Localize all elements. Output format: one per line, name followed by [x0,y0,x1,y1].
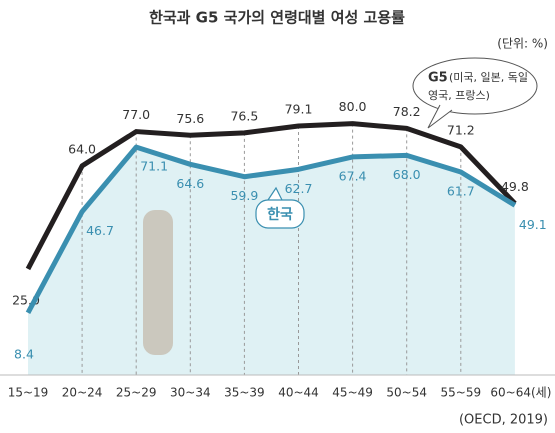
figure-decoration [143,210,173,355]
value-label: 61.7 [447,183,475,198]
value-label: 62.7 [285,181,313,196]
korea-callout-name: 한국 [267,207,293,223]
value-label: 46.7 [86,223,114,238]
g5-callout [413,58,537,114]
value-label: 49.8 [501,179,529,194]
value-label: 78.2 [393,104,421,119]
g5-callout-note: (미국, 일본, 독일 [449,70,528,84]
value-label: 68.0 [393,167,421,182]
x-tick-label: 60~64(세) [490,386,551,400]
value-label: 64.6 [176,176,204,191]
source-label: (OECD, 2019) [459,413,548,428]
value-label: 59.9 [230,188,258,203]
value-label: 76.5 [230,108,258,123]
value-label: 80.0 [339,99,367,114]
value-label: 77.0 [122,107,150,122]
x-tick-label: 50~54 [386,386,427,400]
value-label: 71.1 [140,159,168,174]
x-tick-label: 35~39 [224,386,265,400]
value-label: 64.0 [68,141,96,156]
chart-title: 한국과 G5 국가의 연령대별 여성 고용률 [149,9,405,27]
x-tick-label: 55~59 [441,386,482,400]
value-label: 75.6 [176,111,204,126]
x-tick-label: 40~44 [278,386,319,400]
x-tick-label: 20~24 [62,386,103,400]
area [28,147,515,375]
x-tick-label: 15~19 [8,386,49,400]
value-label: 8.4 [14,346,34,361]
g5-callout-note: 영국, 프랑스) [428,89,490,102]
value-label: 71.2 [447,122,475,137]
value-label: 79.1 [285,102,313,117]
chart: 한국과 G5 국가의 연령대별 여성 고용률 (단위: %) (OECD, 20… [0,0,555,433]
unit-label: (단위: %) [497,37,548,51]
x-tick-label: 25~29 [116,386,157,400]
x-tick-label: 30~34 [170,386,211,400]
value-label: 49.1 [519,217,547,232]
value-label: 67.4 [339,168,367,183]
x-tick-label: 45~49 [332,386,373,400]
g5-callout-name: G5 [428,71,448,86]
